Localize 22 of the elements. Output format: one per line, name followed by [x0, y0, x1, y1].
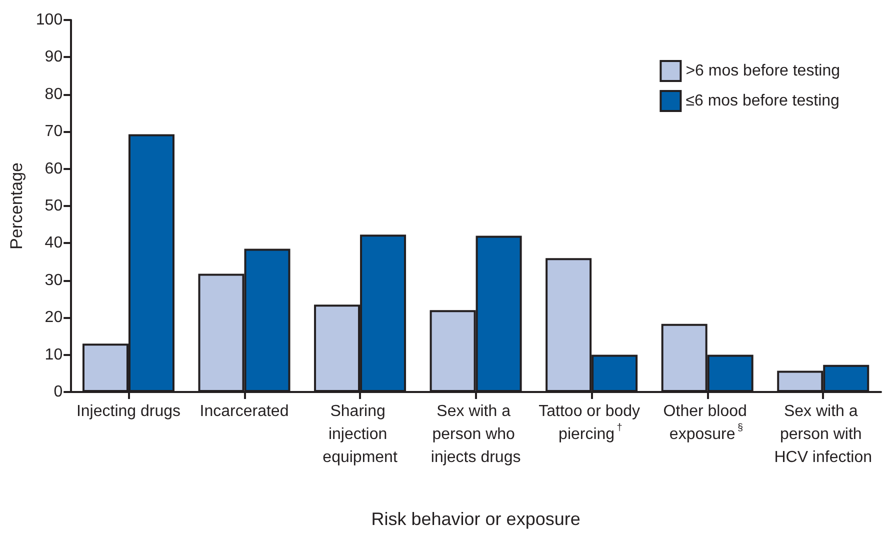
x-axis-title: Risk behavior or exposure: [371, 509, 580, 529]
y-tick-label: 30: [44, 272, 63, 289]
y-tick-label: 20: [44, 309, 63, 326]
y-tick-label: 10: [44, 346, 63, 364]
y-tick-label: 100: [36, 12, 63, 28]
x-tick-label: Sharing injection equipment: [322, 403, 398, 466]
x-tick-label: Incarcerated: [200, 403, 289, 420]
x-tick-label: Tattoo or body piercing†: [538, 403, 644, 443]
y-tick-label: 50: [44, 198, 63, 214]
x-tick-label: Sex with a person with HCV infection: [774, 403, 872, 466]
x-tick-label: Injecting drugs: [76, 403, 181, 420]
legend-label: >6 mos before testing: [686, 62, 840, 80]
legend-label: ≤6 mos before testing: [686, 92, 840, 110]
y-axis-title: Percentage: [7, 162, 26, 250]
y-tick-label: 60: [44, 160, 63, 178]
y-tick-label: 40: [44, 234, 63, 252]
y-tick-label: 0: [54, 384, 63, 400]
x-tick-label: Sex with a person who injects drugs: [430, 403, 521, 466]
y-tick-label: 70: [44, 123, 63, 140]
y-tick-label: 80: [44, 86, 63, 103]
x-tick-label: Other blood exposure§: [663, 403, 752, 443]
y-tick-label: 90: [44, 48, 63, 66]
